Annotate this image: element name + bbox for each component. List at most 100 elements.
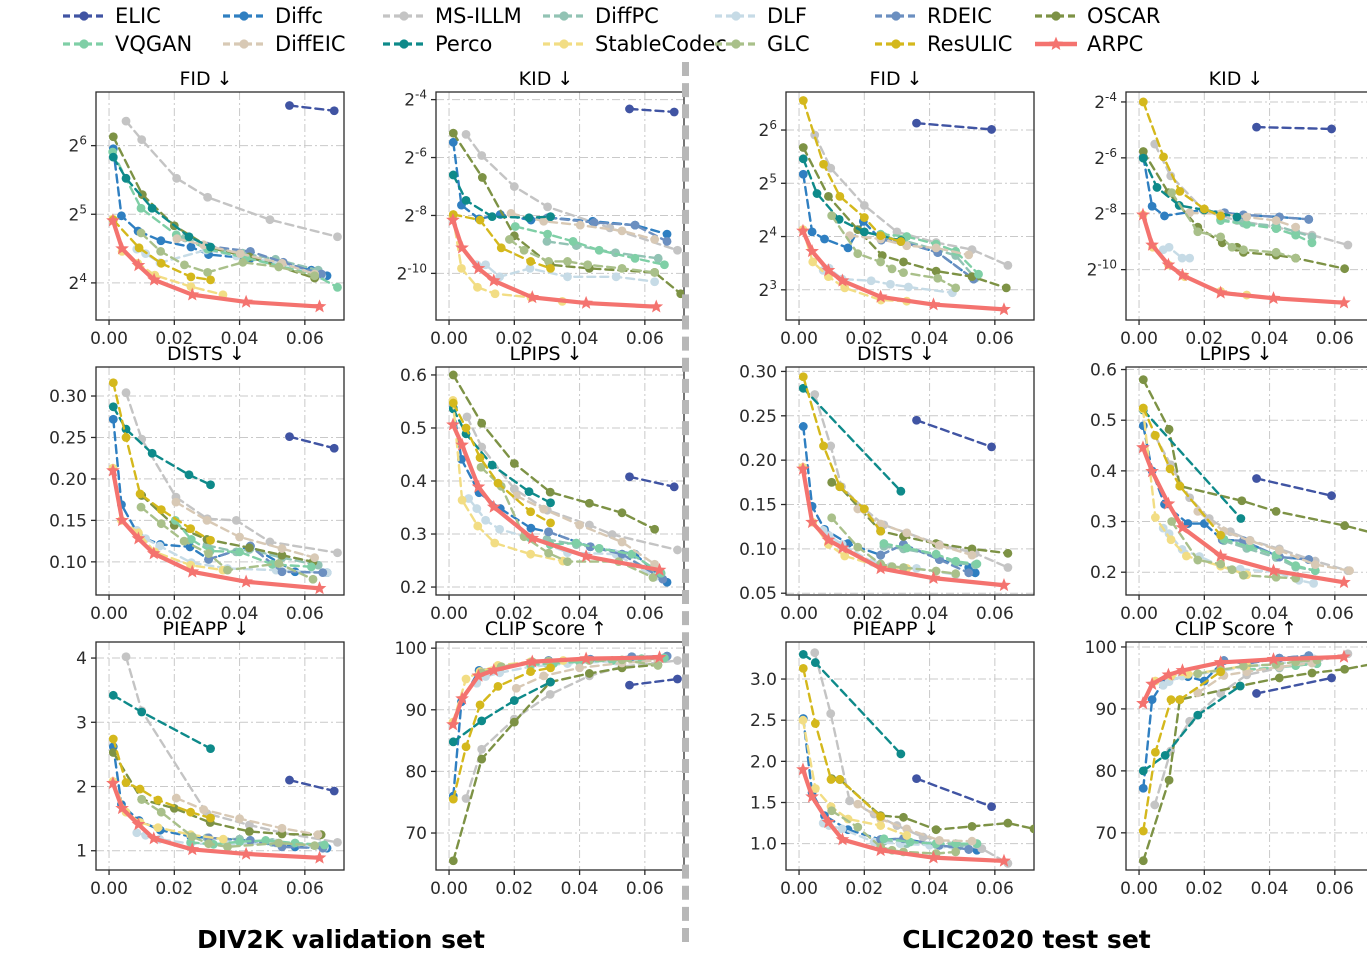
data-point: [951, 569, 961, 579]
y-tick-label: 24: [69, 271, 87, 294]
legend-item-diffc[interactable]: Diffc: [222, 2, 382, 30]
data-point: [121, 778, 131, 788]
data-point: [108, 132, 118, 142]
data-point: [1138, 403, 1148, 413]
x-tick-label: 0.00: [90, 329, 128, 349]
data-point: [285, 432, 294, 442]
plot-area: 2-4 2-6 2-8 2-10 0.00 0.02 0.04 0.06: [397, 88, 685, 349]
y-tick-label: 0.3: [1090, 513, 1117, 533]
data-point: [185, 542, 195, 552]
data-point: [931, 243, 941, 253]
data-point: [475, 215, 485, 225]
data-point: [584, 498, 594, 508]
legend-item-perco[interactable]: Perco: [382, 30, 542, 58]
y-tick-label: 0.3: [400, 525, 427, 545]
data-point: [471, 668, 486, 682]
data-point: [153, 795, 163, 805]
series-oscar: [1138, 375, 1367, 533]
panel-clic-clip: CLIP Score ↑ 70 80 90 100 0.00 0.02 0.04 0.06: [1064, 618, 1367, 899]
data-point: [835, 775, 845, 784]
legend-item-rdeic[interactable]: RDEIC: [874, 2, 1034, 30]
legend-marker-icon: [542, 7, 586, 25]
data-point: [835, 482, 845, 492]
y-tick-label: 0.15: [49, 511, 87, 531]
data-point: [1161, 257, 1176, 271]
data-point: [318, 568, 328, 578]
legend-label: Diffc: [275, 3, 324, 28]
legend-item-stablecodec[interactable]: StableCodec: [542, 30, 727, 58]
data-point: [546, 663, 555, 673]
data-point: [798, 715, 808, 725]
series-elic: [625, 472, 679, 492]
data-point: [333, 282, 342, 292]
y-tick-label: 70: [405, 824, 427, 844]
legend-item-elic[interactable]: ELIC: [62, 2, 222, 30]
data-point: [1161, 496, 1176, 510]
data-point: [1337, 649, 1351, 663]
data-point: [1266, 291, 1281, 305]
legend-marker-icon: [542, 35, 586, 53]
data-point: [902, 543, 912, 553]
y-tick-label: 100: [1085, 638, 1117, 658]
data-point: [546, 518, 555, 528]
data-point: [1271, 247, 1281, 257]
data-point: [546, 212, 555, 222]
legend-item-oscar[interactable]: OSCAR: [1034, 2, 1194, 30]
series-perco: [798, 383, 906, 496]
series-ms-illm: [121, 116, 342, 242]
data-point: [1193, 227, 1203, 237]
x-tick-label: 0.06: [1316, 879, 1354, 899]
data-point: [563, 272, 572, 282]
data-point: [1175, 186, 1185, 196]
legend-item-arpc[interactable]: ARPC: [1034, 30, 1194, 58]
legend-marker-icon: [62, 35, 106, 53]
data-point: [607, 530, 617, 539]
series-perco: [448, 170, 555, 223]
legend-label: DiffEIC: [275, 31, 346, 56]
panel-clic-kid: KID ↓ 2-4 2-6 2-8 2-10 0.00 0.02 0.04 0.06: [1064, 68, 1367, 349]
data-point: [967, 836, 977, 846]
series-glc: [136, 502, 318, 584]
legend-marker-icon: [222, 35, 266, 53]
data-point: [798, 143, 808, 152]
x-tick-label: 0.00: [780, 879, 818, 899]
legend-item-diffpc[interactable]: DiffPC: [542, 2, 714, 30]
data-point: [471, 479, 486, 493]
data-point: [1271, 224, 1281, 234]
axes-frame: [785, 641, 1035, 871]
legend-item-ms-illm[interactable]: MS-ILLM: [382, 2, 542, 30]
data-point: [967, 821, 977, 831]
series-stablecodec: [798, 225, 912, 306]
data-point: [987, 442, 996, 452]
data-point: [997, 578, 1011, 592]
data-point: [1245, 536, 1255, 546]
legend-item-glc[interactable]: GLC: [714, 30, 874, 58]
series-elic: [1252, 122, 1336, 134]
legend-item-vqgan[interactable]: VQGAN: [62, 30, 222, 58]
legend-item-diffeic[interactable]: DiffEIC: [222, 30, 382, 58]
data-point: [186, 282, 196, 292]
data-point: [477, 151, 487, 160]
legend-marker-icon: [62, 7, 106, 25]
series-group: [106, 378, 342, 595]
plot-area: 0.2 0.3 0.4 0.5 0.6 0.00 0.02 0.04 0.06: [400, 366, 685, 624]
series-diffeic: [1185, 208, 1301, 232]
data-point: [310, 271, 320, 281]
y-tick-label: 26: [69, 134, 87, 157]
y-tick-label: 0.4: [400, 472, 427, 492]
data-point: [203, 267, 213, 277]
data-point: [812, 189, 822, 198]
legend-item-resulic[interactable]: ResULIC: [874, 30, 1034, 58]
legend-item-dlf[interactable]: DLF: [714, 2, 874, 30]
series-oscar: [1138, 147, 1350, 274]
data-point: [926, 850, 941, 864]
x-tick-label: 0.00: [430, 604, 468, 624]
data-point: [473, 521, 483, 531]
y-tick-label: 4: [76, 649, 87, 669]
data-point: [203, 192, 213, 202]
series-stablecodec: [448, 396, 568, 566]
y-tick-label: 100: [395, 639, 427, 659]
panel-clic-dists: DISTS ↓ 0.05 0.10 0.15 0.20 0.25 0.30 0.00 0.02 0…: [724, 343, 1052, 624]
series-elic: [625, 674, 682, 690]
data-point: [238, 257, 248, 267]
